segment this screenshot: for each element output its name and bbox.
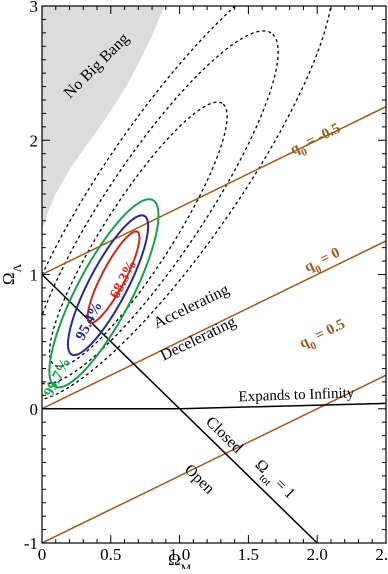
- q0-label-3: q0 = 0.5: [297, 316, 350, 356]
- x-tick-label: 1.0: [169, 545, 190, 564]
- x-tick-label: 2.0: [307, 545, 328, 564]
- q0-label-2: q0 = 0: [302, 245, 345, 280]
- dotted-contours-layer: [42, 6, 332, 401]
- x-axis-label: ΩM: [168, 550, 192, 569]
- confidence-contours-layer: [48, 198, 160, 389]
- dotted-contour-1: [48, 101, 228, 367]
- q0-label-1: q0 = -0.5: [288, 120, 345, 162]
- no-big-bang-region: [42, 6, 165, 231]
- open-label: Open: [181, 461, 218, 497]
- y-tick-label: -1: [24, 534, 38, 553]
- confidence-contour-3: [48, 198, 160, 389]
- expansion-boundary-line: [42, 402, 386, 410]
- y-tick-label: 2: [30, 131, 39, 150]
- confidence-contour-2: [66, 214, 150, 357]
- y-tick-label: 0: [30, 400, 39, 419]
- closed-label: Closed: [202, 413, 246, 456]
- q0-line-3: [42, 374, 386, 543]
- flat-universe-label: Ωtot = 1: [248, 456, 298, 506]
- y-tick-label: 3: [30, 0, 39, 16]
- expands-to-infinity-label: Expands to Infinity: [238, 385, 355, 405]
- q0-line-2: [42, 240, 386, 410]
- dotted-contour-3: [42, 6, 332, 401]
- x-tick-label: 2.5: [375, 545, 388, 564]
- x-tick-label: 0.5: [100, 545, 121, 564]
- no-big-bang-layer: [42, 6, 165, 231]
- confidence-contour-1: [86, 230, 141, 324]
- x-tick-label: 0: [38, 545, 47, 564]
- y-tick-label: 1: [30, 266, 39, 285]
- x-tick-label: 1.5: [238, 545, 259, 564]
- dotted-contour-2: [42, 30, 279, 385]
- label-99: 99.7%: [41, 355, 74, 399]
- y-axis-label: ΩΛ: [0, 264, 24, 286]
- label-68: 68.3%: [107, 257, 140, 301]
